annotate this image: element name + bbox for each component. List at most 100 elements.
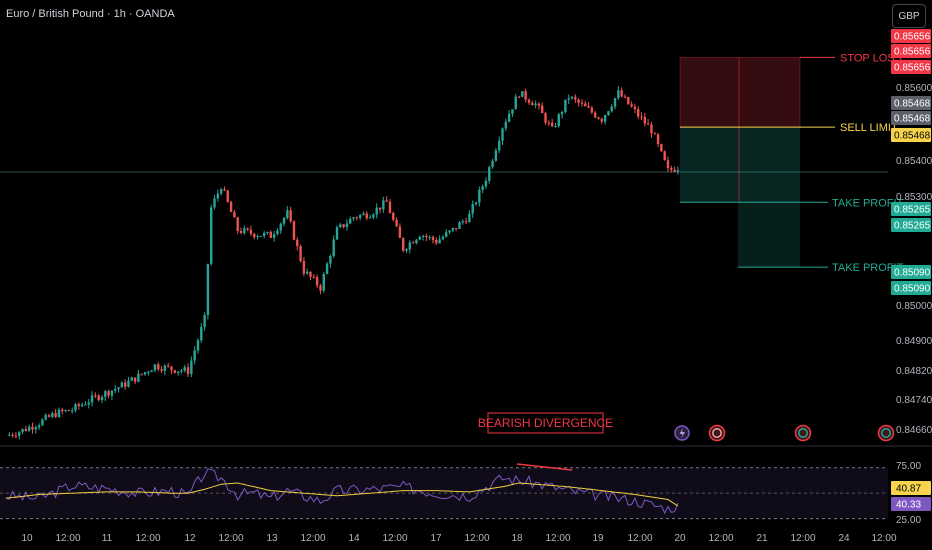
candle-body (547, 122, 551, 124)
price-tick: 0.84900 (896, 336, 932, 347)
candle-body (445, 232, 448, 237)
candle-body (524, 91, 527, 100)
candle-body (190, 360, 193, 374)
candle-body (362, 213, 365, 216)
price-badge-label: 0.85656 (894, 47, 931, 58)
candle-body (163, 365, 167, 371)
economic-event-icon-inner (798, 428, 808, 438)
candle-body (249, 229, 253, 234)
candle-body (299, 246, 302, 262)
candle-body (627, 97, 630, 105)
candle-body (57, 409, 61, 417)
take-profit-label-2: TAKE PROFIT (832, 262, 904, 274)
rsi-ma-badge (891, 481, 931, 495)
price-tick: 0.85300 (896, 192, 932, 203)
candle-body (425, 235, 428, 238)
candle-body (11, 434, 14, 436)
price-badge-label: 0.85090 (894, 268, 931, 279)
candle-body (517, 96, 521, 98)
candle-body (170, 366, 173, 371)
candle-body (253, 233, 256, 238)
candle-body (640, 116, 643, 118)
candle-body (541, 105, 544, 114)
candle-body (521, 91, 524, 97)
candle-body (80, 404, 84, 407)
candle-body (574, 96, 577, 100)
candle-body (349, 218, 352, 224)
take-profit-zone-2 (738, 202, 800, 268)
divergence-annotation-label: BEARISH DIVERGENCE (478, 416, 613, 430)
take-profit-label-1: TAKE PROFIT (832, 197, 904, 209)
candle-body (448, 230, 451, 233)
candle-body (494, 150, 498, 161)
price-tick: 0.85600 (896, 83, 932, 94)
candle-body (507, 113, 511, 122)
candle-body (229, 201, 233, 213)
candle-body (94, 395, 97, 397)
time-tick: 18 (511, 533, 523, 544)
time-tick: 13 (266, 533, 278, 544)
candle-body (630, 104, 633, 107)
candle-body (335, 227, 339, 240)
currency-button[interactable]: GBP (892, 4, 926, 28)
candle-body (180, 370, 183, 372)
candle-body (527, 99, 531, 103)
candle-body (418, 236, 421, 240)
candle-body (306, 271, 309, 274)
candle-body (643, 116, 647, 124)
stop-loss-zone (679, 57, 801, 128)
time-tick: 12:00 (790, 533, 815, 544)
candle-body (666, 160, 670, 168)
candle-body (315, 277, 319, 286)
candle-body (8, 434, 11, 436)
candle-body (676, 170, 680, 172)
candle-body (587, 106, 590, 108)
candle-body (617, 90, 620, 99)
candle-body (544, 113, 547, 123)
candle-body (607, 111, 610, 116)
time-tick: 24 (838, 533, 850, 544)
candle-body (84, 404, 87, 406)
candle-body (650, 124, 653, 134)
candle-body (137, 373, 140, 382)
candle-body (597, 117, 600, 119)
candle-body (593, 112, 597, 118)
candle-body (104, 391, 107, 397)
candle-body (405, 249, 408, 251)
time-tick: 20 (674, 533, 686, 544)
candle-body (375, 207, 378, 215)
time-tick: 21 (756, 533, 768, 544)
time-tick: 12:00 (135, 533, 160, 544)
candle-body (160, 369, 163, 371)
price-badge (891, 111, 931, 125)
time-tick: 12:00 (55, 533, 80, 544)
candle-body (120, 382, 124, 388)
candle-body (34, 427, 37, 430)
candle-body (670, 167, 673, 170)
candle-body (51, 413, 54, 417)
candle-body (554, 126, 557, 128)
candle-body (557, 114, 560, 127)
candle-body (646, 123, 650, 125)
lightning-glyph (679, 428, 685, 439)
candle-body (514, 96, 517, 110)
rsi-tick: 25.00 (896, 515, 921, 526)
candle-body (365, 213, 368, 219)
candle-body (176, 371, 180, 373)
candle-body (97, 395, 100, 400)
candle-body (415, 239, 418, 244)
candle-body (206, 263, 210, 316)
stop-loss-label: STOP LOSS (840, 52, 902, 64)
candle-body (560, 112, 564, 115)
rsi-ma-value: 40.87 (896, 484, 921, 495)
price-badge-label: 0.85090 (894, 284, 931, 295)
candle-body (584, 103, 587, 107)
candle-body (372, 214, 375, 218)
price-badge (891, 96, 931, 110)
candle-body (600, 118, 603, 122)
economic-event-icon (794, 424, 812, 442)
candle-body (511, 109, 514, 114)
candle-body (133, 377, 137, 382)
candle-body (24, 428, 28, 431)
candle-body (27, 426, 31, 431)
